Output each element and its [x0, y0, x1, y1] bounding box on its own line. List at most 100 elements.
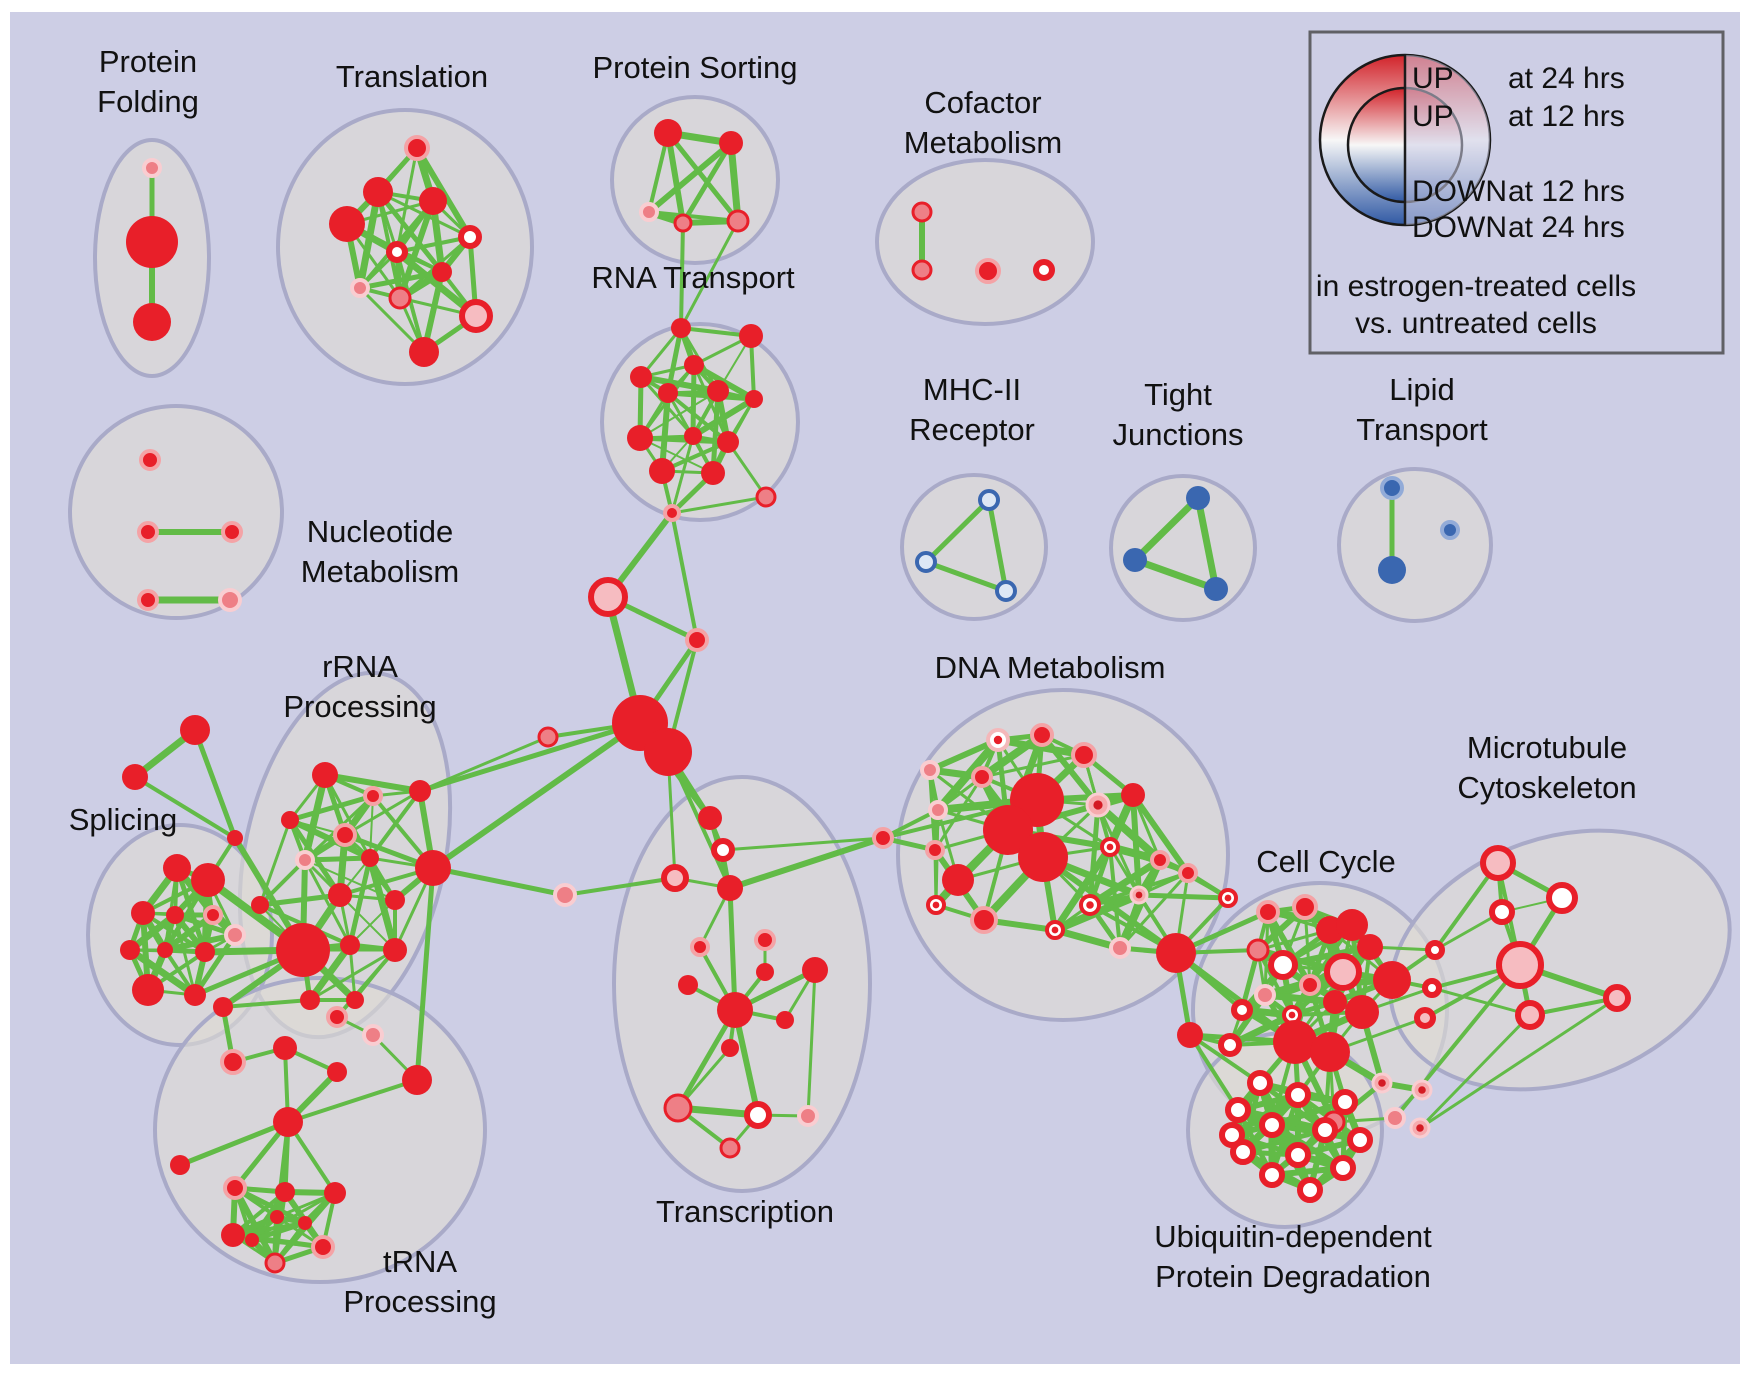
- node-ps3: [639, 202, 659, 222]
- cluster-label-microtubule-cytoskeleton: Microtubule: [1467, 730, 1627, 765]
- node-tx13: [663, 1093, 693, 1123]
- edge: [249, 1220, 308, 1243]
- node-pf2: [126, 216, 178, 268]
- edge: [335, 948, 397, 1019]
- node-lp1: [1380, 476, 1404, 500]
- node-tx7: [756, 963, 774, 981]
- node-tx14: [744, 1101, 772, 1129]
- node-r8: [415, 850, 451, 886]
- edge: [275, 1120, 290, 1219]
- node-r16: [346, 991, 364, 1009]
- node-sp9: [132, 974, 164, 1006]
- edge: [343, 789, 422, 837]
- edge: [980, 753, 1086, 779]
- edge: [250, 1191, 337, 1242]
- node-d11: [942, 864, 974, 896]
- edge: [675, 1007, 738, 1111]
- edge: [710, 388, 721, 476]
- node-tx3: [661, 864, 689, 892]
- cluster-label-mhc-ii-receptor: MHC-II: [923, 372, 1021, 407]
- node-tr_b: [122, 764, 148, 790]
- edge: [670, 495, 768, 515]
- edge: [303, 858, 352, 947]
- cluster-label-trna-processing: tRNA: [383, 1244, 457, 1279]
- edge: [395, 235, 472, 254]
- node-mh1: [978, 489, 1000, 511]
- node-tx12: [721, 1039, 739, 1057]
- node-c17: [1310, 1032, 1350, 1072]
- node-d20: [1109, 937, 1131, 959]
- node-mt6: [1515, 1000, 1545, 1030]
- node-cm3: [975, 258, 1001, 284]
- cluster-label-lipid-transport: Transport: [1356, 412, 1488, 447]
- node-d7: [1121, 783, 1145, 807]
- edge: [986, 497, 1009, 594]
- node-lp3: [1440, 520, 1460, 540]
- node-tr_a: [180, 715, 210, 745]
- node-r15: [300, 990, 320, 1010]
- node-t3: [419, 187, 447, 215]
- node-d6-dot: [1093, 800, 1103, 810]
- edge: [1131, 494, 1202, 564]
- node-tn1: [213, 997, 233, 1017]
- edge: [177, 1119, 291, 1168]
- edge: [349, 899, 396, 946]
- node-u9: [1285, 1142, 1311, 1168]
- node-c18: [1218, 1033, 1242, 1057]
- node-d2: [1030, 723, 1054, 747]
- cluster-label-nucleotide-metabolism: Nucleotide: [307, 514, 453, 549]
- cluster-label-microtubule-cytoskeleton: Cytoskeleton: [1457, 770, 1636, 805]
- node-tx16: [719, 1137, 741, 1159]
- node-r3: [409, 780, 431, 802]
- node-u12: [1297, 1177, 1323, 1203]
- node-d21: [920, 760, 940, 780]
- legend-time-2: at 12 hrs: [1508, 175, 1625, 208]
- cluster-cofactor-metabolism: [875, 158, 1095, 326]
- cluster-label-splicing: Splicing: [69, 802, 178, 837]
- edge: [192, 932, 238, 998]
- edge: [646, 140, 734, 215]
- node-tx2: [711, 838, 735, 862]
- node-c13-dot: [1288, 1011, 1296, 1019]
- edge: [727, 835, 886, 891]
- node-tnh: [273, 1107, 303, 1137]
- edge: [1131, 556, 1220, 593]
- cluster-label-nucleotide-metabolism: Metabolism: [301, 554, 460, 589]
- node-r10: [385, 890, 405, 910]
- node-nm1: [139, 449, 161, 471]
- edge: [258, 858, 307, 907]
- edge: [1188, 1033, 1262, 1085]
- edge: [978, 731, 1046, 781]
- node-rt6: [707, 380, 729, 402]
- node-mp1: [1384, 1107, 1406, 1129]
- node-t9: [388, 286, 412, 310]
- node-t5: [458, 225, 482, 249]
- node-r12: [276, 923, 330, 977]
- edge: [659, 390, 671, 474]
- node-tn6: [327, 1062, 347, 1082]
- edge: [923, 559, 1009, 594]
- cluster-label-ubiquitin: Protein Degradation: [1155, 1259, 1431, 1294]
- node-c11: [1254, 984, 1276, 1006]
- node-d9: [983, 805, 1033, 855]
- edge: [1130, 792, 1191, 876]
- node-tj1: [1186, 486, 1210, 510]
- cluster-protein-sorting: [610, 95, 780, 265]
- edge: [680, 140, 734, 226]
- cluster-label-trna-processing: Processing: [343, 1284, 496, 1319]
- edge: [933, 775, 984, 852]
- edge: [1040, 854, 1179, 956]
- node-t4: [329, 206, 365, 242]
- node-t2: [363, 177, 393, 207]
- legend-box: [1308, 30, 1725, 355]
- cluster-label-rrna-processing: Processing: [283, 689, 436, 724]
- node-ps2: [719, 131, 743, 155]
- node-u11: [1330, 1155, 1356, 1181]
- edge: [1173, 950, 1298, 1045]
- node-u10: [1259, 1162, 1285, 1188]
- node-u8: [1230, 1139, 1256, 1165]
- legend-right-fade: [1405, 55, 1490, 225]
- node-t11: [409, 337, 439, 367]
- node-c10: [1299, 974, 1321, 996]
- node-ps5: [726, 209, 750, 233]
